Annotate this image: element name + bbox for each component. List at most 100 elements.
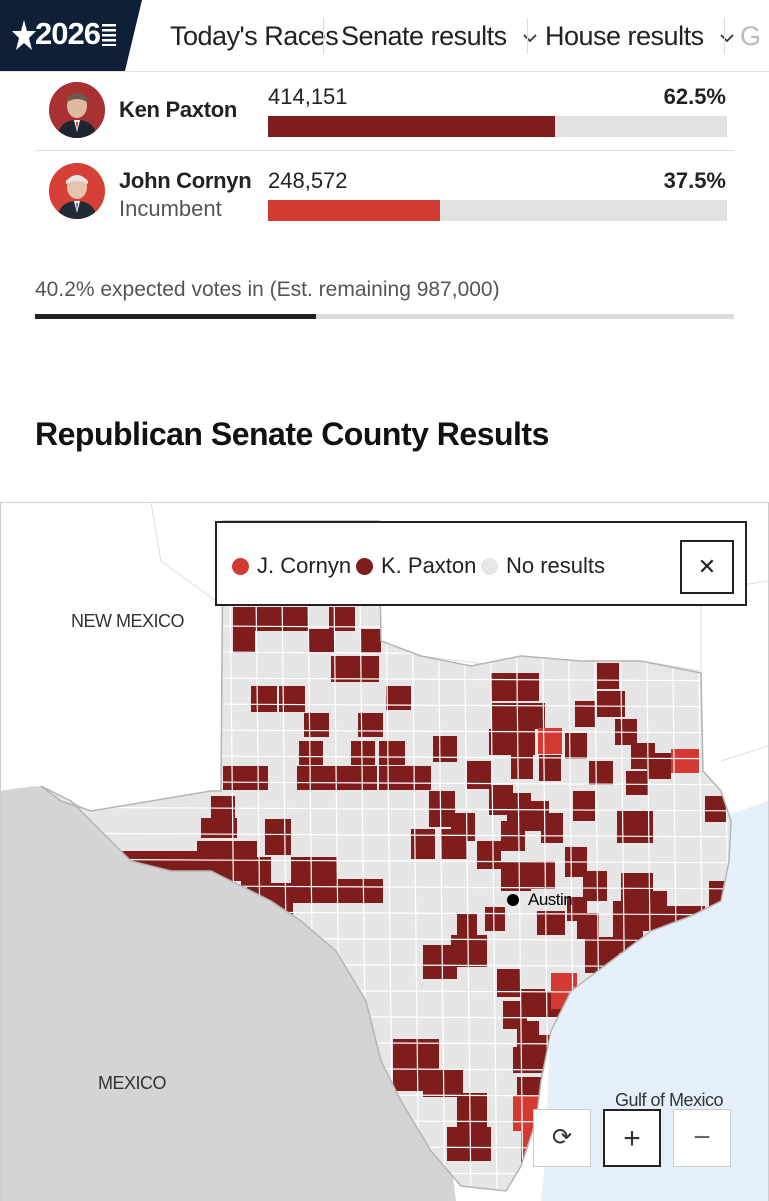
star-icon: [12, 20, 36, 50]
county-paxton: [251, 686, 277, 712]
top-nav: 2026 Today's Races Senate results House …: [0, 0, 769, 72]
county-paxton: [501, 861, 531, 891]
county-results-map[interactable]: NEW MEXICO MEXICO Gulf of Mexico Austin: [0, 502, 769, 1201]
vote-share-fill: [268, 116, 555, 137]
expected-votes-fill: [35, 314, 316, 319]
candidate-votes: 414,151: [268, 84, 348, 109]
county-paxton: [626, 771, 648, 795]
nav-separator: [527, 18, 528, 54]
candidate-incumbent-label: Incumbent: [119, 196, 222, 221]
label-city-austin: Austin: [528, 890, 573, 909]
chevron-down-icon: [719, 34, 734, 43]
legend-swatch: [481, 558, 498, 575]
legend-label: J. Cornyn: [257, 553, 352, 578]
legend-close-button[interactable]: ✕: [680, 540, 734, 594]
county-paxton: [597, 663, 619, 689]
legend-item-cornyn: J. Cornyn: [232, 553, 351, 579]
county-paxton: [433, 736, 457, 762]
nav-todays-races[interactable]: Today's Races: [170, 0, 339, 71]
county-paxton: [447, 1127, 491, 1161]
county-paxton: [531, 861, 555, 889]
legend-swatch: [232, 558, 249, 575]
refresh-icon: ⟳: [551, 1124, 573, 1151]
county-paxton: [497, 969, 521, 997]
county-paxton: [577, 913, 599, 939]
zoom-in-button[interactable]: +: [603, 1109, 661, 1167]
county-paxton: [491, 673, 517, 701]
county-paxton: [349, 766, 377, 790]
election-2026-logo[interactable]: 2026: [0, 0, 142, 71]
county-paxton: [583, 871, 607, 901]
county-paxton: [705, 796, 727, 822]
nav-senate-results-label: Senate results: [341, 21, 507, 51]
candidate-row: Ken Paxton 414,151 62.5%: [35, 80, 734, 152]
legend-item-no-results: No results: [481, 553, 605, 579]
vote-share-fill: [268, 200, 441, 221]
candidate-name: John Cornyn: [119, 168, 252, 193]
county-paxton: [511, 753, 533, 779]
nav-separator: [323, 18, 324, 54]
city-marker-austin: [507, 894, 519, 906]
map-legend: J. Cornyn K. Paxton No results ✕: [215, 521, 747, 606]
row-divider: [35, 150, 734, 151]
county-paxton: [357, 656, 379, 682]
candidate-photo-cornyn: [49, 163, 105, 219]
county-paxton: [201, 818, 237, 838]
label-mexico: MEXICO: [98, 1073, 167, 1093]
legend-label: K. Paxton: [381, 553, 477, 578]
county-paxton: [457, 1093, 487, 1133]
county-paxton: [423, 945, 457, 979]
expected-votes-bar: [35, 314, 734, 319]
county-paxton: [537, 911, 565, 935]
county-paxton: [575, 701, 595, 727]
county-paxton: [597, 691, 625, 717]
candidate-percent: 37.5%: [663, 168, 726, 193]
county-paxton: [491, 703, 521, 729]
nav-house-results[interactable]: House results: [545, 0, 735, 71]
county-paxton: [573, 791, 595, 821]
candidate-votes: 248,572: [268, 168, 348, 193]
minus-icon: −: [693, 1121, 711, 1154]
vote-share-bar: [268, 200, 727, 221]
county-paxton: [386, 686, 411, 710]
county-paxton: [337, 879, 383, 903]
county-paxton: [477, 841, 501, 869]
label-gulf-of-mexico: Gulf of Mexico: [615, 1090, 724, 1110]
county-paxton: [265, 819, 291, 855]
chevron-down-icon: [522, 34, 537, 43]
county-paxton: [405, 766, 431, 790]
county-paxton: [521, 703, 545, 729]
county-paxton: [517, 673, 539, 701]
flag-stripes-icon: [102, 24, 116, 46]
legend-item-paxton: K. Paxton: [356, 553, 476, 579]
logo-year: 2026: [35, 16, 101, 51]
county-paxton: [233, 607, 273, 631]
reset-view-button[interactable]: ⟳: [533, 1109, 591, 1167]
plus-icon: +: [623, 1122, 641, 1155]
county-paxton: [513, 1047, 547, 1073]
mexico-land: [1, 786, 456, 1201]
texas-outline: [40, 520, 732, 1192]
nav-senate-results[interactable]: Senate results: [341, 0, 538, 71]
county-cornyn: [671, 749, 699, 773]
close-icon: ✕: [697, 554, 717, 579]
county-paxton: [539, 755, 561, 781]
county-paxton: [273, 607, 308, 631]
legend-swatch: [356, 558, 373, 575]
candidate-percent: 62.5%: [663, 84, 726, 109]
zoom-out-button[interactable]: −: [673, 1109, 731, 1167]
county-paxton: [513, 729, 535, 755]
nav-todays-races-label: Today's Races: [170, 21, 339, 51]
nav-governor-results[interactable]: G: [740, 0, 761, 71]
section-title: Republican Senate County Results: [35, 416, 549, 452]
map-canvas[interactable]: [1, 503, 768, 1201]
expected-votes-text: 40.2% expected votes in (Est. remaining …: [35, 278, 500, 301]
county-paxton: [589, 761, 613, 785]
county-paxton: [291, 857, 337, 903]
county-paxton: [223, 766, 268, 790]
label-new-mexico: NEW MEXICO: [71, 611, 185, 631]
county-paxton: [485, 907, 505, 931]
nav-separator: [724, 18, 725, 54]
county-paxton: [309, 629, 335, 653]
county-paxton: [489, 729, 515, 755]
